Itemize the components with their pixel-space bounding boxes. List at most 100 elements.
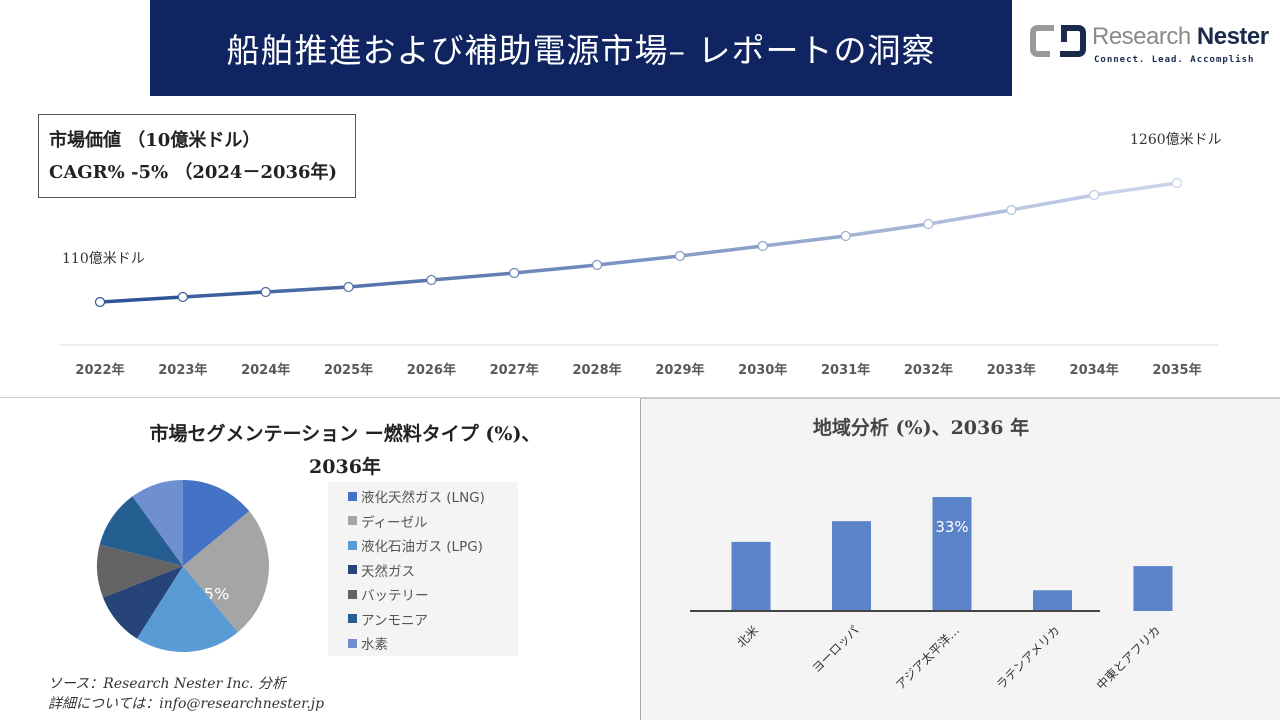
line-segment (762, 234, 846, 248)
x-tick-label: 2029年 (655, 362, 704, 378)
legend-swatch (348, 540, 357, 550)
pie-slice-1 (183, 511, 269, 633)
legend-label: アンモニア (361, 612, 428, 629)
legend-item: 液化石油ガス (LPG) (348, 533, 518, 558)
bar-category-label: 北米 (734, 623, 761, 650)
x-tick-label: 2025年 (324, 362, 373, 378)
data-point (1089, 189, 1100, 201)
bar-data-label: 33% (935, 518, 968, 536)
bar-category-label: ヨーロッパ (809, 623, 861, 675)
data-point (840, 230, 851, 242)
report-title: 船舶推進および補助電源市場– レポートの洞察 (226, 31, 936, 70)
line-segment (265, 285, 349, 294)
pie-slice-2 (136, 566, 238, 652)
x-tick-label: 2023年 (158, 362, 207, 378)
x-tick-label: 2026年 (407, 362, 456, 378)
logo-name-gray: Research (1092, 23, 1191, 50)
data-point (260, 286, 271, 298)
legend-swatch (348, 614, 357, 624)
line-segment (348, 278, 432, 289)
section-divider (0, 397, 1280, 398)
pie-slice-4 (97, 544, 183, 598)
data-point (1006, 204, 1017, 216)
bar-category-label: ラテンアメリカ (994, 623, 1063, 692)
bar-2 (932, 497, 972, 611)
pie-legend: 液化天然ガス (LNG) ディーゼル 液化石油ガス (LPG) 天然ガス バッテリー アン… (328, 482, 518, 656)
legend-swatch (348, 491, 357, 501)
data-point (94, 296, 106, 308)
cagr-label: CAGR% -5% （2024－2036年) (49, 162, 338, 183)
pie-title-line2: 2036年 (309, 456, 381, 478)
source-note: ソース：Research Nester Inc. 分析 詳細については：info… (48, 674, 324, 714)
pie-slice-6 (132, 480, 183, 566)
line-segment (1010, 193, 1095, 212)
x-tick-label: 2033年 (987, 362, 1036, 378)
pie-slice-3 (103, 566, 183, 639)
x-tick-label: 2032年 (904, 362, 953, 378)
legend-label: ディーゼル (361, 514, 428, 531)
legend-item: アンモニア (348, 607, 518, 632)
x-tick-label: 2028年 (572, 362, 621, 378)
logo-name-dark: Nester (1196, 23, 1269, 50)
line-segment (928, 208, 1012, 226)
market-value-label: 市場価値 （10億米ドル） (49, 130, 261, 151)
legend-swatch (348, 638, 357, 648)
market-info-box: 市場価値 （10億米ドル） CAGR% -5% （2024－2036年) (38, 114, 356, 198)
legend-item: ディーゼル (348, 509, 518, 534)
legend-swatch (348, 516, 357, 526)
data-point (509, 267, 520, 279)
bar-0 (731, 541, 771, 611)
legend-item: 水素 (348, 631, 518, 656)
fuel-type-segment-panel: 市場セグメンテーション ー燃料タイプ (%)、 2036年 25% 液化天然ガス… (0, 398, 640, 720)
legend-label: 液化石油ガス (LPG) (361, 539, 483, 556)
legend-swatch (348, 589, 357, 599)
bar-category-label: 中東とアフリカ (1093, 623, 1163, 693)
start-value-annotation: 110億米ドル (62, 251, 145, 267)
x-tick-label: 2030年 (738, 362, 787, 378)
data-point (426, 274, 437, 286)
legend-item: バッテリー (348, 582, 518, 607)
logo-tagline: Connect. Lead. Accomplish (1094, 55, 1255, 65)
pie-slice-5 (99, 496, 183, 566)
line-segment (845, 222, 929, 238)
x-tick-label: 2027年 (490, 362, 539, 378)
source-line: ソース：Research Nester Inc. 分析 (48, 676, 287, 692)
x-tick-label: 2031年 (821, 362, 870, 378)
data-point (343, 281, 354, 293)
x-tick-label: 2035年 (1152, 362, 1201, 378)
end-value-annotation: 1260億米ドル (1130, 132, 1222, 148)
bar-4 (1133, 566, 1173, 611)
fuel-type-pie-chart: 25% (97, 480, 269, 652)
contact-line: 詳細については：info@researchnester.jp (48, 696, 325, 712)
data-point (1171, 177, 1183, 189)
pie-title-line1: 市場セグメンテーション ー燃料タイプ (%)、 (149, 423, 541, 445)
regional-analysis-panel: 北米 ヨーロッパ 33% アジア太平洋… ラテンアメリカ 中東とアフリカ 地域分析 (%)… (640, 398, 1280, 720)
data-point (923, 218, 934, 230)
market-value-line-chart: 2022年 2023年 2024年 2025年 2026年 2027年 2028年 2029年… (60, 132, 1222, 378)
logo-icon (1030, 25, 1086, 57)
legend-label: 液化天然ガス (LNG) (361, 490, 485, 507)
line-segment (431, 271, 515, 282)
line-segment (514, 263, 598, 275)
pie-slice-0 (183, 480, 250, 566)
legend-label: 水素 (361, 637, 388, 654)
line-segment (596, 254, 681, 267)
x-tick-label: 2024年 (241, 362, 290, 378)
legend-item: 液化天然ガス (LNG) (348, 484, 518, 509)
legend-label: バッテリー (361, 588, 429, 605)
data-point (674, 250, 686, 262)
x-tick-label: 2034年 (1070, 362, 1119, 378)
bar-category-label: アジア太平洋… (892, 623, 962, 693)
report-title-banner: 船舶推進および補助電源市場– レポートの洞察 (150, 0, 1012, 96)
bar-3 (1033, 590, 1072, 611)
data-point (177, 291, 188, 303)
line-segment (679, 244, 763, 258)
bar-1 (832, 521, 871, 611)
legend-swatch (348, 565, 357, 575)
data-point (757, 240, 768, 252)
research-nester-logo: Research Nester Connect. Lead. Accomplis… (1030, 24, 1270, 70)
data-point (591, 259, 603, 271)
regional-bar-chart: 北米 ヨーロッパ 33% アジア太平洋… ラテンアメリカ 中東とアフリカ (690, 497, 1173, 693)
line-segment (99, 295, 183, 304)
x-tick-label: 2022年 (75, 362, 124, 378)
